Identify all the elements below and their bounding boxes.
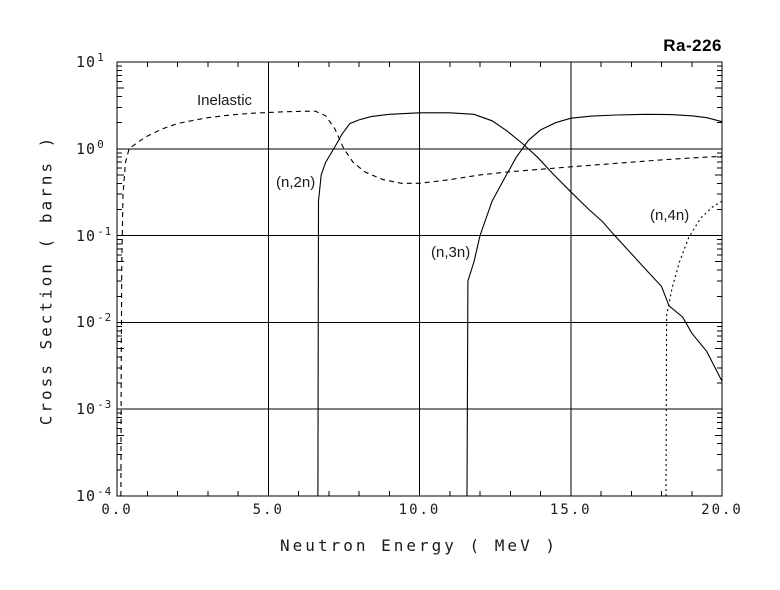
series-n4n-line [665,200,723,497]
x-tick-label: 20.0 [701,502,743,518]
series-n2n-line [317,112,723,497]
y-tick-exponent: -4 [97,485,113,498]
y-tick-base: 10 [76,53,97,71]
y-axis-title: Cross Section ( barns ) [36,134,56,426]
y-tick-label: 10-4 [76,485,113,505]
x-tick-label: 15.0 [549,502,592,518]
y-tick-label: 10-1 [76,224,113,245]
curve-label-n4n: (n,4n) [650,207,690,224]
x-tick-label: 5.0 [252,502,284,518]
y-tick-base: 10 [76,226,97,245]
y-tick-label: 100 [76,137,105,158]
y-tick-exponent: 0 [97,137,105,151]
x-tick-label: 10.0 [398,502,441,518]
series-n3n-line [466,113,723,497]
y-tick-base: 10 [76,400,97,419]
gridlines [117,62,722,496]
y-tick-base: 10 [76,139,97,158]
figure-title: Ra-226 [663,36,722,55]
y-tick-exponent: -3 [97,398,113,412]
curve-label-n3n: (n,3n) [431,244,471,261]
y-tick-base: 10 [76,487,97,505]
y-tick-label: 101 [76,51,105,71]
curve-label-inelastic: Inelastic [197,92,253,109]
curve-label-n2n: (n,2n) [276,174,316,191]
y-tick-label: 10-3 [76,398,113,419]
y-tick-exponent: -2 [97,311,113,325]
x-tick-label: 0.0 [101,502,133,518]
x-axis-title: Neutron Energy ( MeV ) [280,536,558,555]
series-inelastic-line [120,110,723,497]
y-tick-base: 10 [76,313,97,332]
y-tick-exponent: -1 [97,224,113,238]
y-tick-label: 10-2 [76,311,113,332]
y-tick-exponent: 1 [97,51,105,64]
axis-ticks [117,62,722,496]
plot-border [116,61,723,497]
series-curves [120,110,723,497]
